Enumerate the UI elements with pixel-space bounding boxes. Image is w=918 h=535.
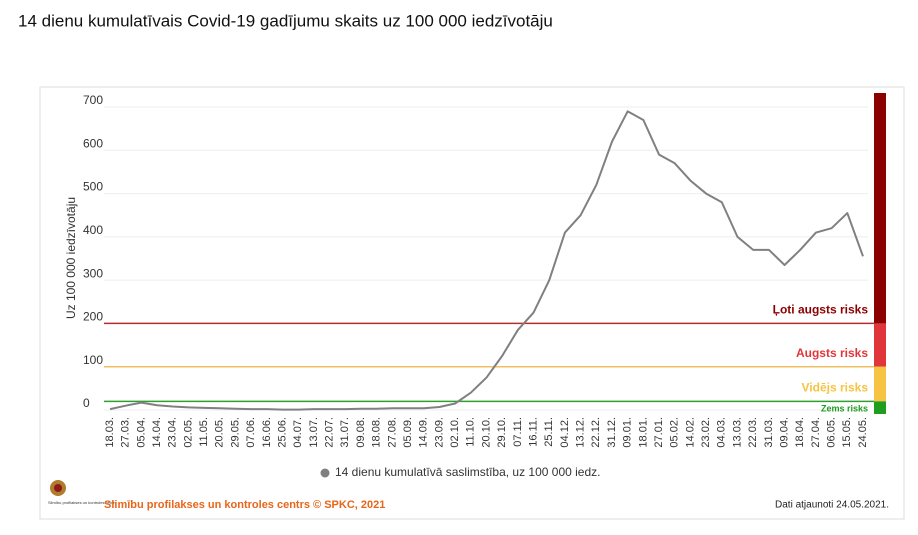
x-tick-label: 31.07. [339, 417, 351, 448]
x-tick-label: 14.09. [418, 417, 430, 448]
x-tick-label: 18.01. [637, 417, 649, 448]
x-tick-label: 16.11. [527, 417, 539, 447]
x-tick-label: 25.11. [543, 417, 555, 447]
x-tick-label: 02.10. [449, 417, 461, 448]
x-tick-label: 29.10. [496, 417, 508, 448]
risk-label: Augsts risks [796, 346, 868, 360]
y-tick-label: 600 [83, 136, 103, 150]
risk-band [874, 93, 886, 324]
x-tick-label: 16.06. [261, 417, 273, 448]
x-tick-label: 11.10. [465, 417, 477, 447]
legend-label: 14 dienu kumulatīvā saslimstība, uz 100 … [335, 465, 601, 479]
x-tick-label: 14.02. [684, 417, 696, 448]
risk-band [874, 366, 886, 402]
y-tick-label: 500 [83, 180, 103, 194]
x-tick-label: 04.03. [716, 417, 728, 448]
x-tick-label: 22.12. [590, 417, 602, 448]
card [39, 86, 905, 520]
y-tick-label: 200 [83, 310, 103, 324]
x-tick-label: 13.12. [575, 417, 587, 448]
x-tick-label: 13.03. [731, 417, 743, 448]
x-tick-label: 22.03. [747, 417, 759, 448]
x-tick-label: 24.05. [857, 417, 869, 448]
risk-band [874, 323, 886, 367]
risk-label: Ļoti augsts risks [773, 303, 869, 317]
x-tick-label: 27.01. [653, 417, 665, 448]
source: Slimību profilakses un kontroles centrs … [104, 499, 385, 511]
y-tick-label: 100 [83, 353, 103, 367]
chart-title: 14 dienu kumulatīvais Covid-19 gadījumu … [18, 11, 553, 30]
y-axis-label: Uz 100 000 iedzīvotāju [64, 197, 78, 319]
x-tick-label: 11.05. [198, 417, 210, 447]
x-tick-label: 13.07. [308, 417, 320, 448]
x-tick-label: 20.05. [214, 417, 226, 448]
x-tick-label: 15.05. [841, 417, 853, 448]
x-tick-label: 27.08. [386, 417, 398, 448]
x-tick-label: 18.03. [104, 417, 116, 448]
y-tick-label: 700 [83, 93, 103, 107]
risk-label: Vidējs risks [802, 381, 869, 395]
x-tick-label: 20.10. [480, 417, 492, 448]
y-tick-label: 400 [83, 223, 103, 237]
series-line [109, 110, 864, 411]
x-tick-label: 04.12. [559, 417, 571, 448]
x-tick-label: 09.08. [355, 417, 367, 448]
x-tick-label: 23.09. [433, 417, 445, 448]
x-tick-label: 05.09. [402, 417, 414, 448]
risk-label: Zems risks [821, 403, 868, 413]
risk-band [874, 401, 886, 414]
x-tick-label: 31.03. [763, 417, 775, 448]
x-tick-label: 09.04. [778, 417, 790, 448]
x-tick-label: 07.06. [245, 417, 257, 448]
x-tick-label: 02.05. [182, 417, 194, 448]
x-tick-label: 25.06. [276, 417, 288, 448]
x-tick-label: 27.04. [810, 417, 822, 448]
x-tick-label: 27.03. [120, 417, 132, 448]
x-tick-label: 09.01. [622, 417, 634, 448]
x-tick-label: 07.11. [512, 417, 524, 447]
x-tick-label: 18.08. [371, 417, 383, 448]
legend-marker [320, 468, 330, 478]
x-tick-label: 31.12. [606, 417, 618, 448]
logo [54, 484, 62, 492]
x-tick-label: 22.07. [324, 417, 336, 448]
x-tick-label: 18.04. [794, 417, 806, 448]
x-tick-label: 23.02. [700, 417, 712, 448]
y-tick-label: 300 [83, 266, 103, 280]
x-tick-label: 29.05. [229, 417, 241, 448]
x-tick-label: 05.04. [135, 417, 147, 448]
logo-text: Slimību profilakses un kontroles centrs [48, 500, 116, 505]
x-tick-label: 04.07. [292, 417, 304, 448]
x-tick-label: 06.05. [826, 417, 838, 448]
x-tick-label: 14.04. [151, 417, 163, 448]
updated: Dati atjaunoti 24.05.2021. [775, 500, 889, 511]
x-tick-label: 23.04. [167, 417, 179, 448]
y-tick-label: 0 [83, 396, 90, 410]
x-tick-label: 05.02. [669, 417, 681, 448]
